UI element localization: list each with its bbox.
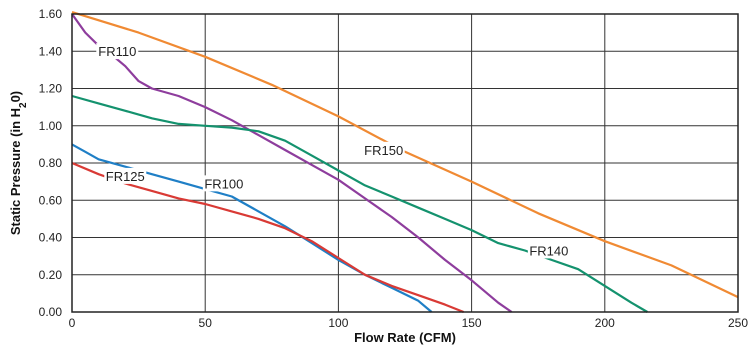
x-tick-label: 250	[728, 316, 748, 330]
x-axis-title: Flow Rate (CFM)	[354, 330, 456, 345]
y-axis-title-end: 0)	[8, 91, 23, 103]
x-tick-label: 0	[69, 316, 76, 330]
curve-labels: FR100 FR110 FR125 FR140 FR150	[96, 43, 570, 259]
y-axis-ticks: 0.00 0.20 0.40 0.60 0.80 1.00 1.20 1.40 1.60	[39, 7, 63, 319]
x-tick-label: 200	[595, 316, 615, 330]
x-axis-ticks: 0 50 100 150 200 250	[69, 316, 749, 330]
y-tick-label: 0.60	[39, 193, 63, 207]
series-label-background	[527, 242, 570, 259]
curves	[71, 11, 739, 314]
x-tick-label: 50	[199, 316, 213, 330]
y-axis-title-subscript: 2	[18, 102, 29, 108]
series-label-background	[104, 167, 147, 184]
y-tick-label: 0.00	[39, 305, 63, 319]
series-label-background	[202, 175, 245, 192]
series-label: FR150	[364, 143, 403, 158]
series-line-fr125	[71, 161, 465, 314]
series-line-fr140	[71, 94, 648, 313]
grid	[71, 13, 739, 313]
y-tick-label: 1.20	[39, 82, 63, 96]
series-label: FR110	[98, 44, 136, 59]
y-axis-title: Static Pressure (in H20)	[8, 91, 29, 235]
series-label-background	[96, 43, 139, 60]
y-tick-label: 0.80	[39, 156, 63, 170]
plot-frame	[71, 13, 739, 313]
x-tick-label: 150	[462, 316, 482, 330]
y-tick-label: 0.20	[39, 268, 63, 282]
y-tick-label: 0.40	[39, 231, 63, 245]
series-label: FR140	[529, 243, 568, 258]
series-line-fr150	[71, 11, 739, 299]
series-label: FR100	[204, 176, 243, 191]
series-label: FR125	[106, 169, 145, 184]
x-tick-label: 100	[328, 316, 348, 330]
y-tick-label: 1.40	[39, 44, 63, 58]
series-label-background	[362, 141, 405, 158]
y-axis-title-main: Static Pressure (in H	[8, 108, 23, 235]
y-tick-label: 1.60	[39, 7, 63, 21]
y-tick-label: 1.00	[39, 119, 63, 133]
